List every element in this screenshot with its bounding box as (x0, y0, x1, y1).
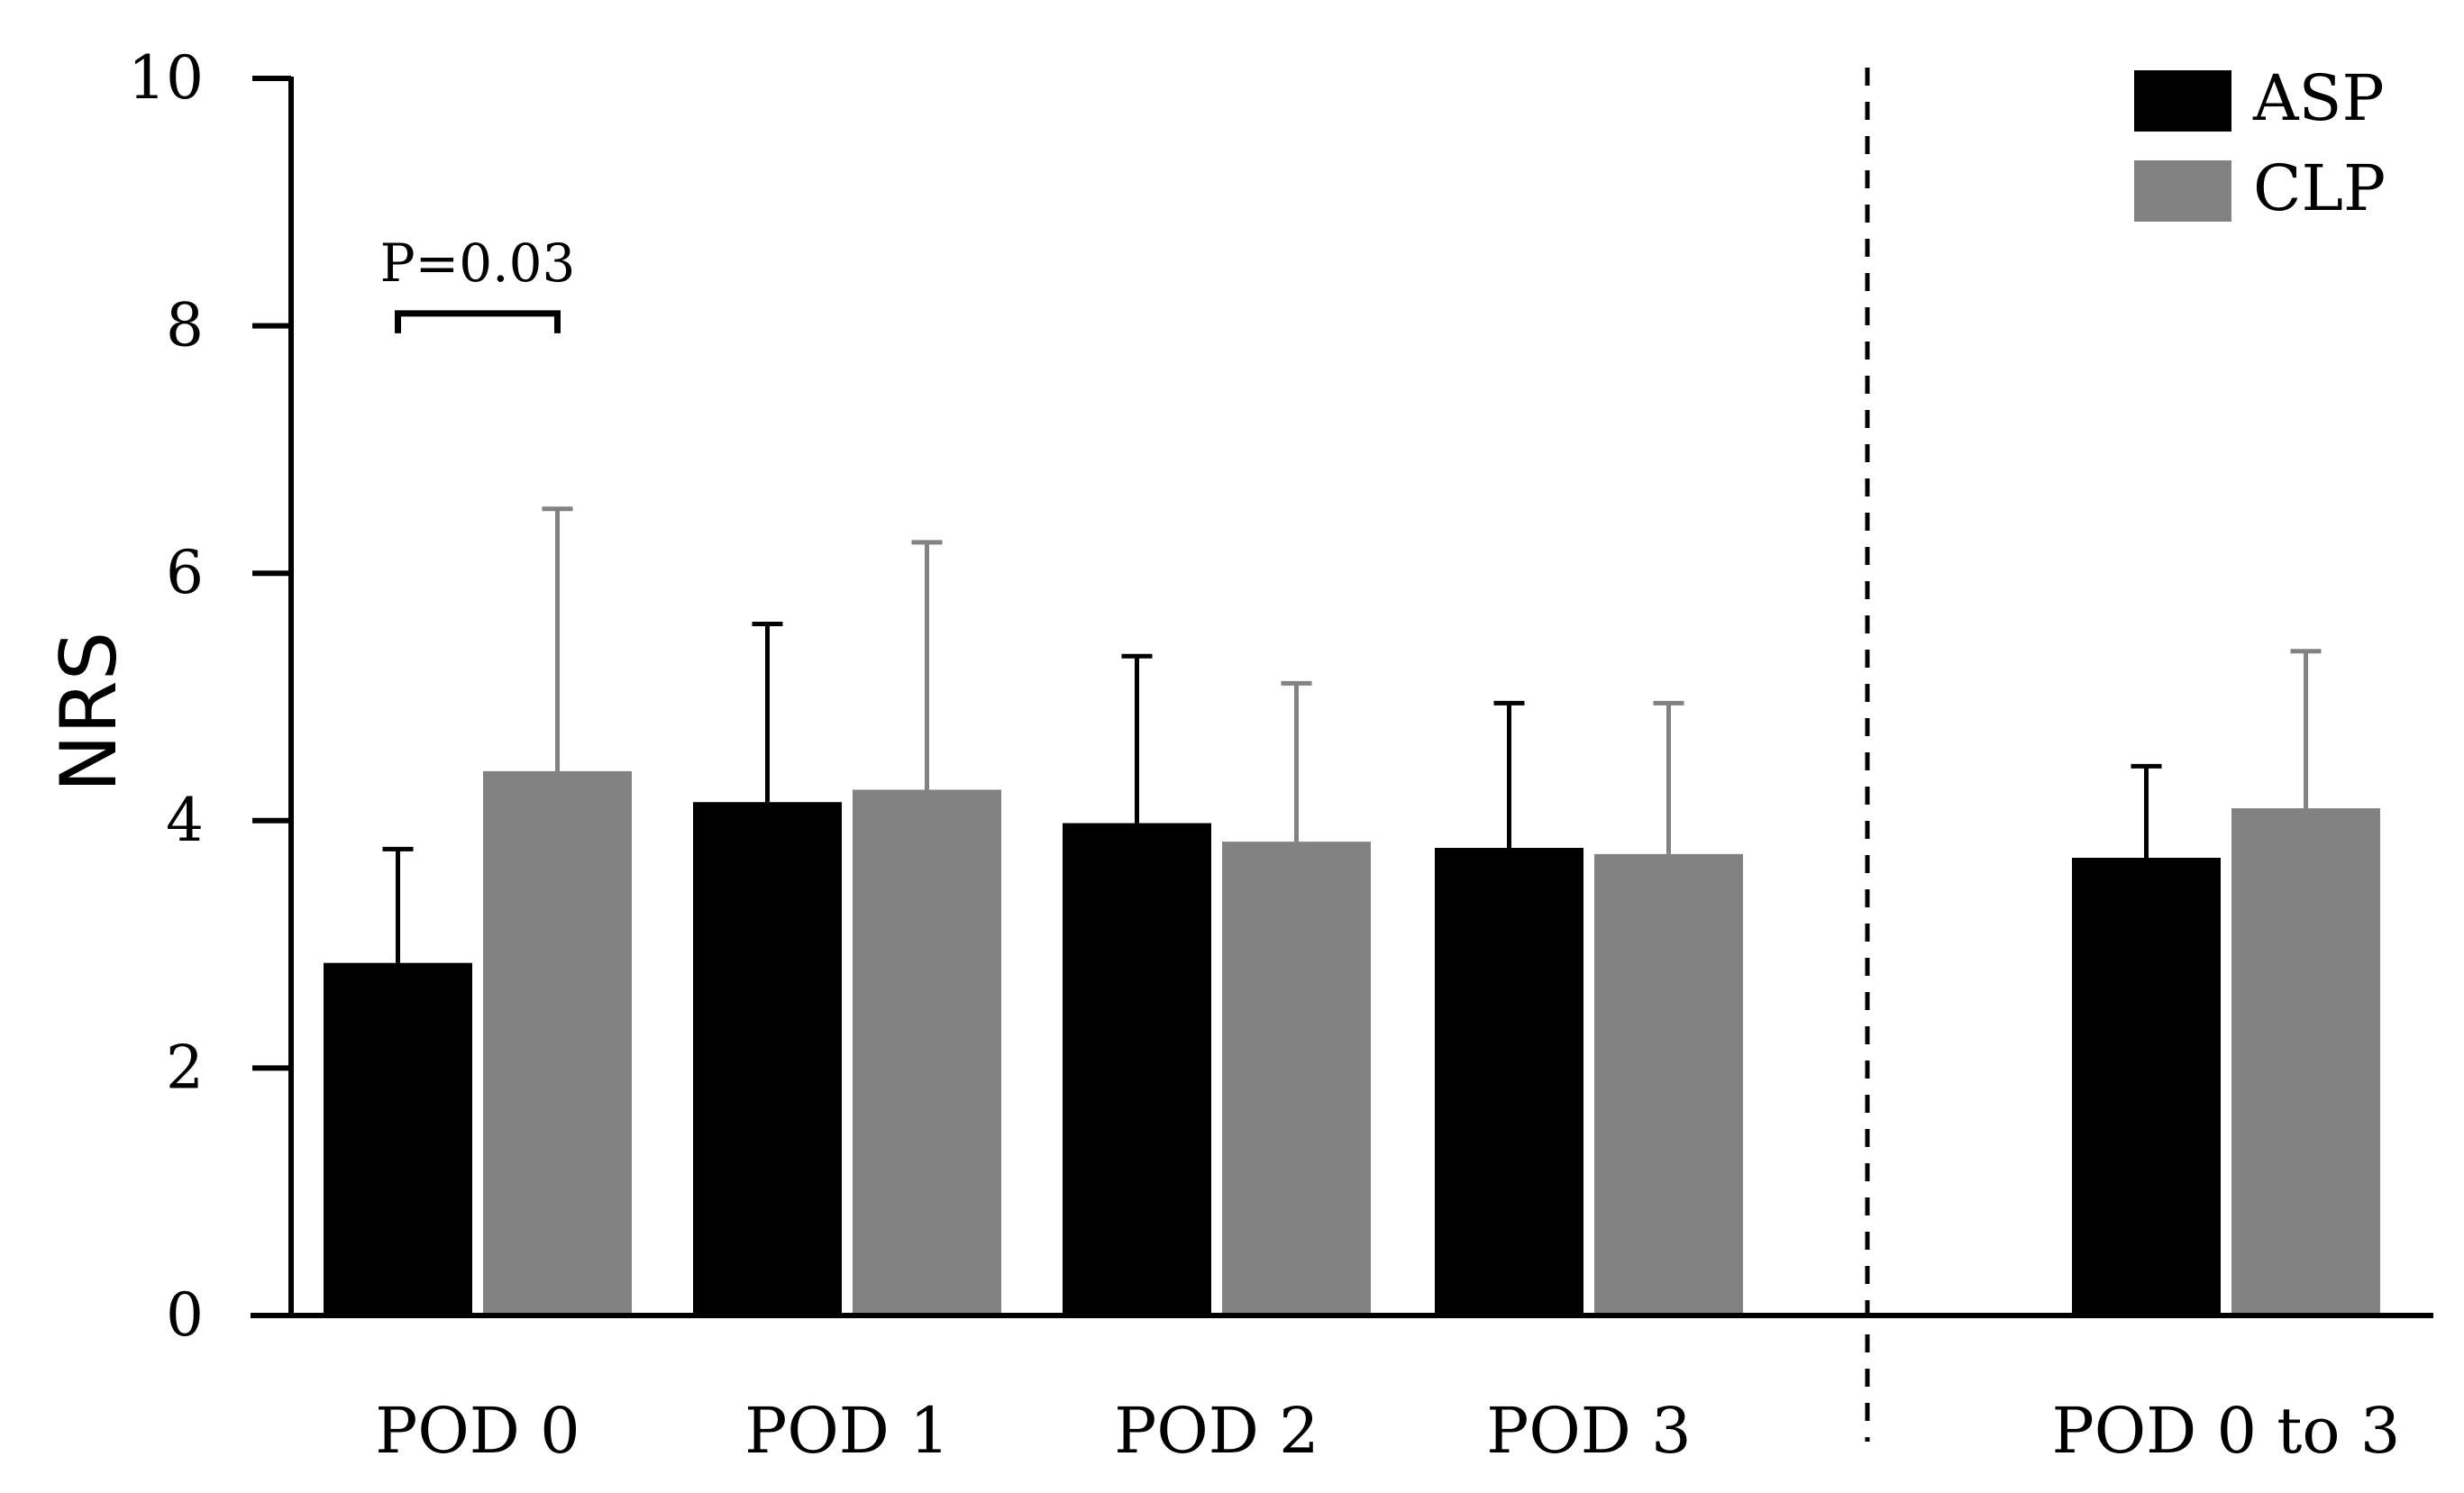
y-axis-title: NRS (44, 632, 134, 793)
legend-label-clp: CLP (2253, 151, 2386, 225)
bar-asp-0 (324, 962, 472, 1315)
legend-swatch-clp (2134, 160, 2231, 222)
x-category-label-2: POD 2 (1114, 1394, 1319, 1468)
bar-clp-2 (1222, 842, 1371, 1315)
significance-label: P=0.03 (380, 232, 576, 294)
y-tick-label-8: 8 (166, 291, 204, 360)
y-tick-label-0: 0 (166, 1280, 204, 1350)
bar-asp-4 (2072, 857, 2221, 1315)
y-tick-label-6: 6 (166, 538, 204, 607)
bar-asp-2 (1063, 823, 1211, 1315)
y-tick-label-10: 10 (128, 43, 204, 113)
x-category-label-3: POD 3 (1486, 1394, 1691, 1468)
bar-asp-3 (1435, 848, 1583, 1315)
bar-clp-3 (1594, 853, 1743, 1315)
bar-asp-1 (693, 802, 842, 1315)
y-tick-label-2: 2 (166, 1033, 204, 1102)
x-category-label-1: POD 1 (744, 1394, 949, 1468)
legend-label-asp: ASP (2252, 61, 2385, 135)
y-tick-label-4: 4 (166, 786, 204, 855)
bar-clp-1 (853, 789, 1001, 1315)
x-category-label-4: POD 0 to 3 (2052, 1394, 2401, 1468)
legend-swatch-asp (2134, 70, 2231, 132)
bar-clp-0 (483, 770, 632, 1315)
x-category-label-0: POD 0 (375, 1394, 579, 1468)
significance-bracket (395, 310, 561, 333)
bar-clp-4 (2231, 808, 2380, 1315)
